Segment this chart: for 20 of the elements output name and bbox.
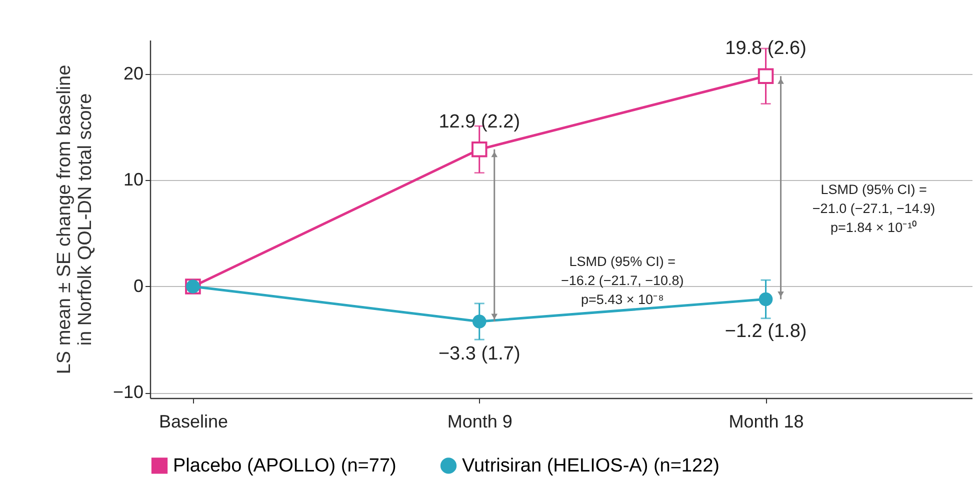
data-label: −1.2 (1.8) (724, 321, 807, 342)
y-tick-label: 20 (123, 63, 144, 84)
point (471, 142, 488, 158)
x-tick-label: Month 9 (447, 412, 512, 432)
annotation: LSMD (95% CI) = −21.0 (−27.1, −14.9) p=1.84 × 10⁻¹⁰ (812, 182, 936, 235)
y-tick-label: 0 (133, 276, 144, 296)
y-axis-title: LS mean ± SE change from baseline in Norfolk QOL-DN total score (54, 64, 96, 374)
data-label: 12.9 (2.2) (438, 111, 520, 132)
point (758, 292, 773, 306)
legend-label: Vutrisiran (HELIOS-A) (n=122) (462, 456, 720, 477)
data-label: 19.8 (2.6) (725, 38, 806, 60)
legend-label: Placebo (APOLLO) (n=77) (173, 456, 396, 477)
x-tick-label: Month 18 (728, 412, 804, 432)
point (472, 314, 486, 328)
y-tick-label: −10 (112, 382, 144, 402)
annotation: LSMD (95% CI) = −16.2 (−21.7, −10.8) p=5.43 × 10⁻⁸ (561, 254, 684, 307)
y-tick-label: 10 (123, 170, 144, 190)
point (758, 68, 774, 84)
x-tick-label: Baseline (158, 412, 228, 432)
data-label: −3.3 (1.7) (438, 344, 520, 365)
